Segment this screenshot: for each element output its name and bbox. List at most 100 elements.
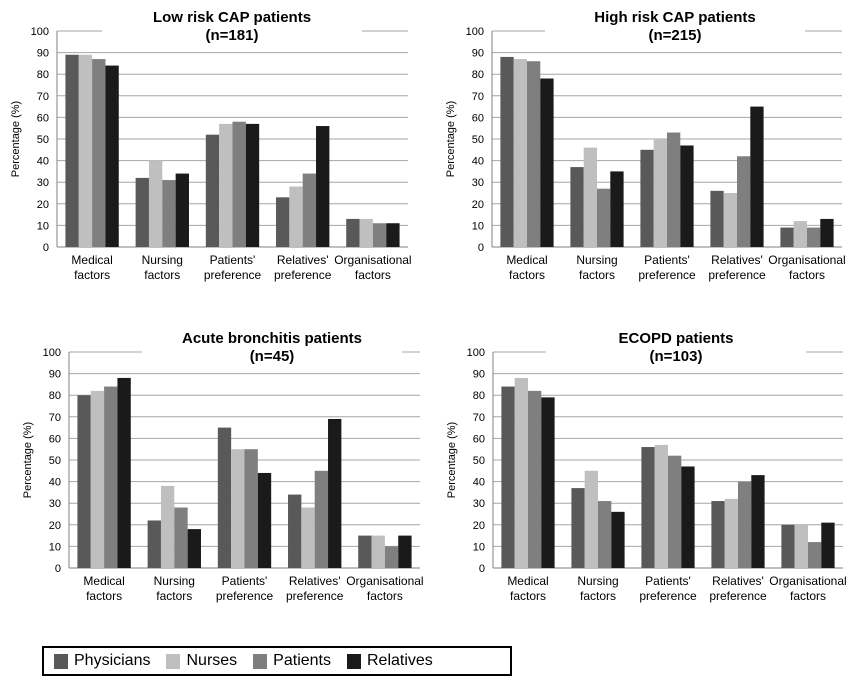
bar-patients (527, 61, 541, 247)
bar-physicians (77, 395, 91, 568)
x-tick-label: Patients' preference (638, 253, 696, 282)
x-tick-label: Medical factors (506, 253, 547, 282)
bar-physicians (288, 494, 302, 568)
legend-item-patients: Patients (253, 652, 331, 670)
y-tick-label: 0 (43, 242, 49, 254)
bar-physicians (711, 501, 725, 568)
bar-patients (737, 156, 751, 247)
title-background (142, 327, 402, 369)
legend-label-relatives: Relatives (366, 652, 433, 669)
bar-physicians (500, 56, 514, 247)
bar-nurses (148, 160, 163, 247)
chart-panel-2: 0 10 20 30 40 50 60 70 80 90 100 Percentage (%) High… (445, 6, 846, 282)
y-tick-label: 30 (49, 498, 61, 510)
bar-nurses (231, 449, 245, 568)
bar-patients (174, 507, 188, 568)
bar-patients (232, 121, 246, 247)
title-background (545, 6, 805, 48)
bar-relatives (820, 218, 834, 247)
x-tick-label: Patients' preference (204, 253, 262, 282)
legend-swatch-patients (253, 653, 268, 669)
y-tick-label: 100 (467, 347, 485, 359)
legend-label-physicians: Physicians (74, 652, 151, 669)
bar-physicians (135, 177, 149, 247)
x-tick-label: Relatives' preference (274, 253, 332, 282)
bar-physicians (640, 149, 654, 247)
y-tick-label: 80 (472, 69, 484, 81)
bar-physicians (641, 447, 655, 568)
bar-relatives (386, 223, 400, 247)
chart-subtitle: (n=103) (650, 348, 703, 365)
y-tick-label: 20 (37, 199, 49, 211)
bar-relatives (175, 173, 189, 247)
x-tick-label: Relatives' preference (709, 574, 767, 603)
y-tick-label: 10 (473, 541, 485, 553)
y-tick-label: 60 (49, 433, 61, 445)
bar-physicians (781, 524, 795, 568)
legend: Physicians Nurses Patients Relatives (42, 646, 512, 676)
bar-relatives (245, 123, 260, 247)
y-tick-label: 0 (478, 242, 484, 254)
bar-patients (597, 188, 611, 247)
x-tick-label: Patients' preference (216, 574, 274, 603)
y-tick-label: 80 (49, 390, 61, 402)
bar-relatives (257, 472, 272, 568)
y-tick-label: 80 (37, 69, 49, 81)
legend-item-relatives: Relatives (346, 652, 433, 670)
y-tick-label: 10 (472, 220, 484, 232)
chart-subtitle: (n=45) (250, 348, 295, 365)
y-tick-label: 50 (472, 134, 484, 146)
legend-label-nurses: Nurses (186, 652, 238, 669)
bar-relatives (541, 397, 555, 568)
chart-title: Acute bronchitis patients (182, 330, 362, 347)
bar-relatives (821, 522, 835, 568)
y-tick-label: 50 (473, 455, 485, 467)
bar-nurses (359, 218, 373, 247)
y-tick-label: 50 (49, 455, 61, 467)
bar-relatives (751, 475, 765, 568)
x-tick-label: Relatives' preference (286, 574, 344, 603)
legend-item-physicians: Physicians (54, 652, 150, 670)
bar-physicians (358, 535, 372, 568)
y-tick-label: 20 (49, 520, 61, 532)
y-axis-label: Percentage (%) (446, 422, 458, 498)
bar-relatives (540, 78, 554, 248)
y-axis-label: Percentage (%) (22, 422, 34, 498)
bar-nurses (514, 377, 528, 568)
x-tick-label: Relatives' preference (708, 253, 766, 282)
x-tick-label: Organisational factors (346, 574, 423, 603)
bar-physicians (571, 488, 585, 568)
x-tick-label: Patients' preference (639, 574, 697, 603)
y-tick-label: 70 (49, 412, 61, 424)
legend-item-nurses: Nurses (166, 652, 237, 670)
bar-physicians (65, 54, 79, 248)
y-tick-label: 90 (49, 369, 61, 381)
chart-subtitle: (n=181) (206, 27, 259, 44)
x-tick-label: Nursing factors (576, 253, 617, 282)
bar-nurses (371, 535, 385, 568)
y-tick-label: 60 (472, 112, 484, 124)
y-tick-label: 90 (473, 369, 485, 381)
bar-patients (92, 59, 106, 247)
x-tick-label: Organisational factors (769, 574, 846, 603)
y-tick-label: 100 (466, 26, 484, 38)
y-tick-label: 30 (473, 498, 485, 510)
bar-physicians (276, 197, 290, 247)
bar-patients (162, 180, 176, 247)
y-tick-label: 80 (473, 390, 485, 402)
title-background (546, 327, 806, 369)
y-tick-label: 10 (37, 220, 49, 232)
bar-physicians (710, 190, 724, 247)
x-tick-label: Nursing factors (142, 253, 183, 282)
y-tick-label: 10 (49, 541, 61, 553)
bar-relatives (328, 418, 342, 568)
bar-nurses (794, 524, 808, 568)
bar-relatives (105, 65, 119, 247)
y-tick-label: 60 (37, 112, 49, 124)
y-axis-label: Percentage (%) (10, 101, 22, 177)
bar-relatives (398, 535, 412, 568)
chart-panel-3: 0 10 20 30 40 50 60 70 80 90 100 Percentage (%) Acut… (22, 327, 424, 603)
bar-nurses (723, 193, 737, 247)
bar-nurses (583, 147, 597, 247)
